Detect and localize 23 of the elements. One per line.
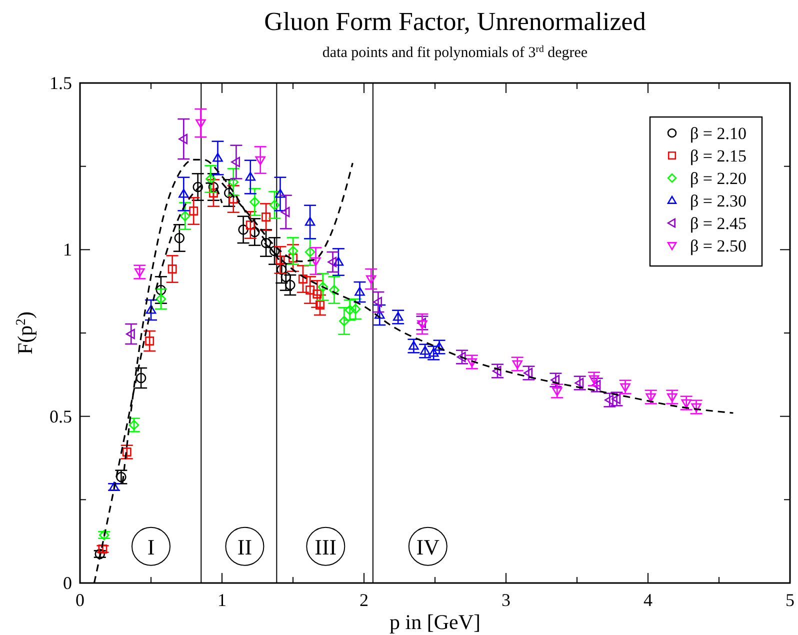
x-tick-label: 5 <box>786 590 794 610</box>
annotation: II <box>237 534 252 560</box>
legend-label: β = 2.20 <box>690 169 746 188</box>
y-tick-label: 1.5 <box>50 73 72 93</box>
y-tick-label: 0 <box>63 573 72 593</box>
x-tick-label: 2 <box>360 590 368 610</box>
x-axis-title: p in [GeV] <box>390 610 480 634</box>
x-tick-label: 4 <box>644 590 652 610</box>
y-tick-label: 1 <box>63 240 72 260</box>
annotation: IV <box>416 534 440 560</box>
x-tick-label: 0 <box>76 590 84 610</box>
legend-label: β = 2.45 <box>690 214 746 233</box>
annotation: I <box>147 534 155 560</box>
chart-title: Gluon Form Factor, Unrenormalized <box>264 7 646 36</box>
x-tick-label: 3 <box>502 590 510 610</box>
x-tick-label: 1 <box>218 590 226 610</box>
legend-label: β = 2.15 <box>690 146 746 166</box>
annotation: III <box>314 534 337 560</box>
y-tick-label: 0.5 <box>50 406 72 426</box>
legend-label: β = 2.10 <box>690 124 746 143</box>
legend-label: β = 2.30 <box>690 192 746 210</box>
legend-label: β = 2.50 <box>690 236 746 256</box>
chart-subtitle: data points and fit polynomials of 3$^{rd}$ degree <box>322 44 588 61</box>
